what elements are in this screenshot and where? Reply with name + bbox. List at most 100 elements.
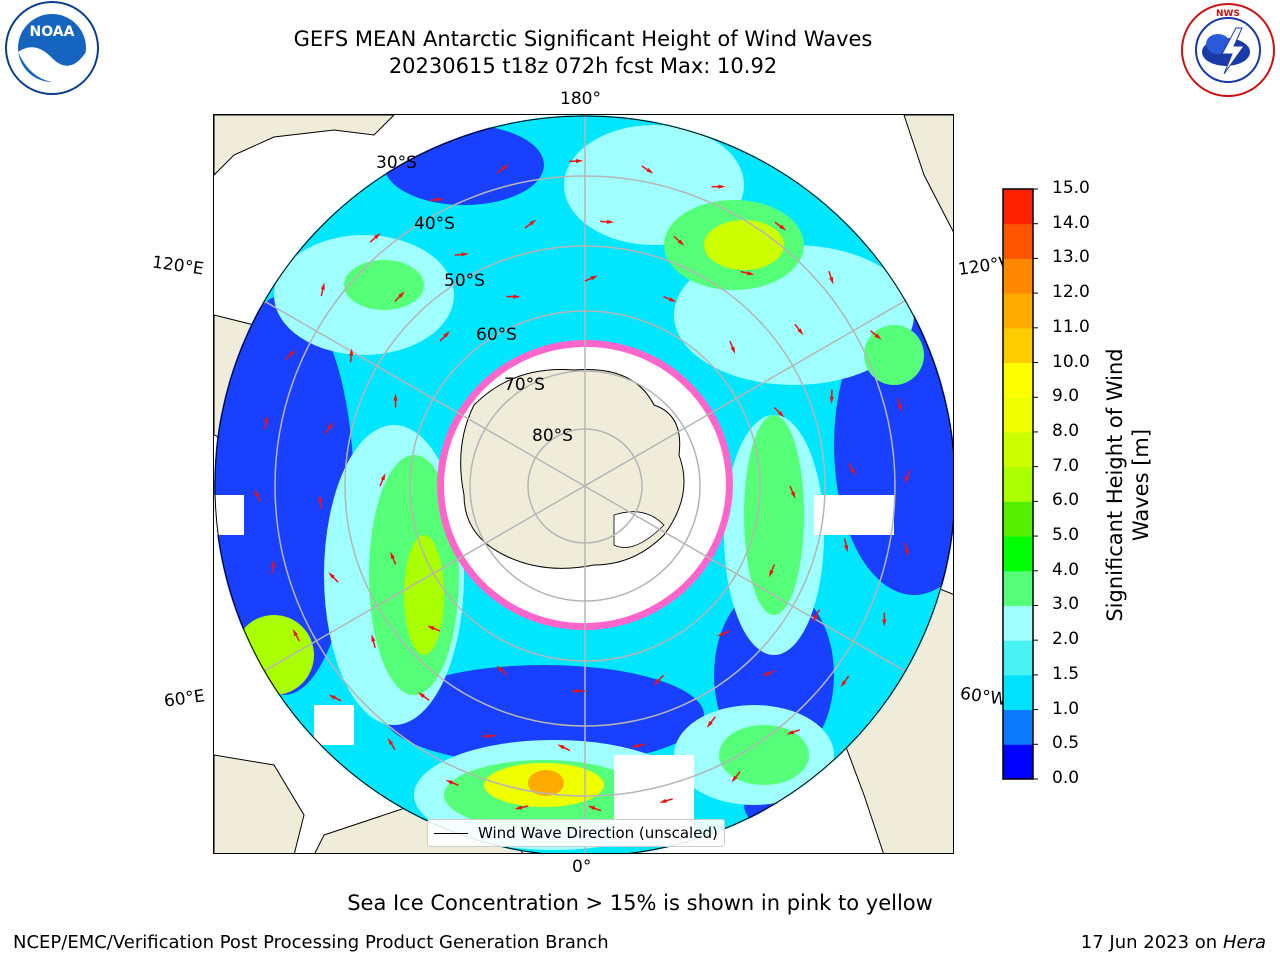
- sea-ice-note: Sea Ice Concentration > 15% is shown in …: [347, 891, 933, 915]
- colorbar-tick-label: 15.0: [1052, 178, 1090, 198]
- wave-direction-arrowhead: [829, 396, 834, 404]
- colorbar-segment: [1003, 640, 1033, 676]
- wave-direction-arrowhead: [328, 694, 336, 700]
- legend-line-swatch: [434, 832, 468, 834]
- colorbar-tick-label: 13.0: [1052, 247, 1090, 268]
- wave-direction-arrowhead: [731, 775, 738, 783]
- wave-direction-arrowhead: [730, 346, 736, 355]
- wave-direction-arrowhead: [904, 548, 909, 557]
- wave-direction-arrowhead: [746, 271, 755, 276]
- wave-direction-arrowhead: [327, 421, 334, 429]
- wave-direction-arrowhead: [631, 743, 639, 748]
- wind-wave-direction-arrows: [254, 159, 911, 812]
- colorbar-segment: [1003, 536, 1033, 572]
- colorbar-tick-label: 11.0: [1052, 316, 1090, 337]
- wave-direction-arrowhead: [436, 197, 444, 202]
- colorbar-segment: [1003, 258, 1033, 294]
- colorbar-tick-label: 1.0: [1052, 698, 1080, 719]
- footer-host: Hera: [1222, 932, 1266, 953]
- wave-direction-arrowhead: [292, 628, 298, 637]
- wave-direction-arrowhead: [769, 569, 774, 578]
- legend-label: Wind Wave Direction (unscaled): [478, 824, 718, 842]
- colorbar-tick-label: 3.0: [1052, 594, 1080, 615]
- colorbar-segment: [1003, 223, 1033, 259]
- wave-direction-arrowhead: [270, 559, 275, 568]
- wave-direction-arrowhead: [529, 219, 537, 226]
- wave-direction-arrowhead: [786, 730, 794, 735]
- lat-label-40s: 40°S: [414, 214, 455, 234]
- colorbar-segment: [1003, 674, 1033, 711]
- wave-direction-arrowhead: [812, 614, 818, 623]
- wave-direction-arrowhead: [659, 798, 667, 803]
- wave-direction-arrowhead: [398, 291, 405, 298]
- colorbar-tick-label: 5.0: [1052, 525, 1080, 546]
- colorbar-segment: [1003, 189, 1033, 225]
- colorbar-frame: [1002, 188, 1034, 780]
- wave-direction-arrowhead: [668, 297, 677, 302]
- wave-direction-arrowhead: [718, 184, 726, 189]
- lat-label-80s: 80°S: [532, 426, 573, 446]
- wave-direction-arrowhead: [575, 159, 584, 164]
- wave-direction-arrowhead: [653, 678, 661, 686]
- colorbar-tick-label: 10.0: [1052, 351, 1090, 372]
- lon-label-60e: 60°E: [162, 686, 207, 712]
- map-panel: 30°S 40°S 50°S 60°S 70°S 80°S Wind Wave …: [213, 114, 954, 854]
- colorbar-segment: [1003, 744, 1033, 780]
- colorbar-segment: [1003, 293, 1033, 329]
- wave-direction-arrowhead: [496, 665, 504, 672]
- wave-direction-arrowhead: [514, 805, 523, 810]
- wave-direction-arrowhead: [706, 720, 713, 728]
- colorbar-tick-label: 12.0: [1052, 282, 1090, 303]
- lat-label-60s: 60°S: [476, 325, 517, 345]
- lon-label-120e: 120°E: [150, 252, 205, 280]
- wave-direction-arrowhead: [646, 167, 654, 174]
- wave-direction-arrowhead: [677, 239, 685, 246]
- wave-direction-arrowhead: [790, 491, 796, 499]
- colorbar-segment: [1003, 570, 1033, 606]
- footer-date-text: 17 Jun 2023 on: [1080, 932, 1218, 953]
- lat-label-50s: 50°S: [444, 271, 485, 291]
- colorbar-tick-label: 2.0: [1052, 629, 1080, 650]
- wave-direction-arrowhead: [417, 692, 425, 699]
- wave-direction-arrowhead: [606, 219, 615, 224]
- wave-direction-arrowhead: [850, 468, 856, 476]
- noaa-logo: NOAA: [0, 0, 104, 104]
- colorbar-tick-label: 9.0: [1052, 386, 1080, 407]
- svg-text:NWS: NWS: [1216, 9, 1240, 19]
- wave-direction-arrowhead: [373, 232, 381, 240]
- colorbar-segment: [1003, 431, 1033, 468]
- colorbar-segment: [1003, 362, 1033, 398]
- colorbar-tick-label: 7.0: [1052, 455, 1080, 476]
- polar-map: 30°S 40°S 50°S 60°S 70°S 80°S: [214, 115, 953, 853]
- wave-direction-arrowhead: [590, 275, 598, 281]
- nws-logo: NWS: [1178, 2, 1278, 104]
- wave-direction-arrowhead: [427, 625, 435, 631]
- colorbar-segment: [1003, 501, 1033, 537]
- colorbar-tick-label: 8.0: [1052, 420, 1080, 441]
- wave-direction-arrowhead: [797, 328, 804, 336]
- wave-direction-arrowhead: [844, 544, 849, 553]
- lon-label-0: 0°: [572, 857, 592, 877]
- footer-branch: NCEP/EMC/Verification Post Processing Pr…: [13, 932, 609, 953]
- wave-direction-arrowhead: [904, 475, 910, 484]
- colorbar-tick-label: 4.0: [1052, 559, 1080, 580]
- noaa-logo-text: NOAA: [30, 24, 75, 40]
- wave-direction-arrowhead: [443, 331, 450, 338]
- wave-direction-arrowhead: [501, 164, 509, 171]
- wave-direction-arrowhead: [481, 733, 490, 738]
- colorbar-tick-label: 0.0: [1052, 768, 1080, 788]
- colorbar-tick-label: 14.0: [1052, 212, 1090, 233]
- wave-direction-arrowhead: [318, 494, 323, 503]
- wave-direction-arrowhead: [254, 489, 260, 497]
- wave-direction-arrowhead: [874, 333, 882, 340]
- wave-direction-arrowhead: [762, 671, 770, 677]
- wave-direction-arrowhead: [829, 277, 834, 285]
- wave-direction-arrowhead: [371, 634, 376, 642]
- colorbar-segment: [1003, 709, 1033, 745]
- colorbar-tick-label: 1.5: [1052, 663, 1080, 684]
- wave-direction-arrowhead: [840, 680, 847, 688]
- chart-title: GEFS MEAN Antarctic Significant Height o…: [293, 27, 873, 51]
- wave-direction-arrowhead: [587, 805, 596, 811]
- colorbar-segment: [1003, 397, 1033, 433]
- colorbar-segment: [1003, 605, 1033, 641]
